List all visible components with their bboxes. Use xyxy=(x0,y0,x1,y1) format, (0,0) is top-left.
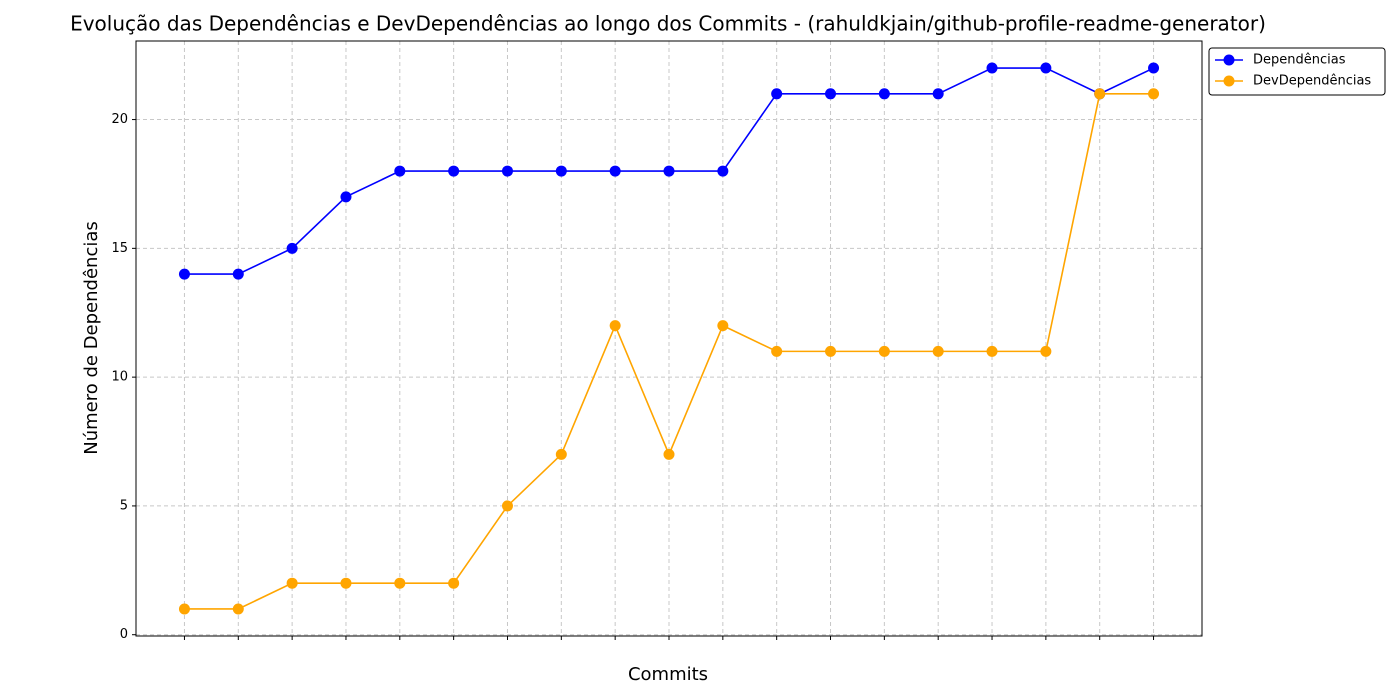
data-point xyxy=(771,88,783,100)
data-point xyxy=(232,603,244,615)
plot-frame xyxy=(135,40,1203,637)
legend-label: Dependências xyxy=(1253,53,1346,68)
y-tick-label: 10 xyxy=(111,370,128,385)
data-point xyxy=(1040,62,1052,74)
data-point xyxy=(286,242,298,254)
data-point xyxy=(609,165,621,177)
data-point xyxy=(825,88,837,100)
data-point xyxy=(771,345,783,357)
data-point xyxy=(501,500,513,512)
data-point xyxy=(932,345,944,357)
data-point xyxy=(394,165,406,177)
data-point xyxy=(609,320,621,332)
data-point xyxy=(878,88,890,100)
legend-marker xyxy=(1223,54,1235,66)
data-point xyxy=(1040,345,1052,357)
data-point xyxy=(663,448,675,460)
data-point xyxy=(717,165,729,177)
data-point xyxy=(394,577,406,589)
data-point xyxy=(986,345,998,357)
data-point xyxy=(340,191,352,203)
y-tick-label: 20 xyxy=(111,112,128,127)
legend-marker xyxy=(1223,75,1235,87)
data-point xyxy=(178,603,190,615)
data-point xyxy=(448,577,460,589)
data-point xyxy=(717,320,729,332)
data-point xyxy=(932,88,944,100)
data-point xyxy=(1148,62,1160,74)
data-point xyxy=(448,165,460,177)
data-point xyxy=(1094,88,1106,100)
data-point xyxy=(555,448,567,460)
data-point xyxy=(825,345,837,357)
data-point xyxy=(555,165,567,177)
y-axis-label: Número de Dependências xyxy=(81,221,102,455)
legend: Dependências DevDependências xyxy=(1208,47,1386,96)
x-axis-label: Commits xyxy=(628,664,708,685)
data-point xyxy=(986,62,998,74)
data-point xyxy=(232,268,244,280)
data-point xyxy=(663,165,675,177)
data-point xyxy=(501,165,513,177)
legend-frame xyxy=(1208,47,1386,96)
data-point xyxy=(340,577,352,589)
data-point xyxy=(178,268,190,280)
y-tick-label: 0 xyxy=(120,627,128,642)
data-point xyxy=(286,577,298,589)
data-point xyxy=(1148,88,1160,100)
legend-label: DevDependências xyxy=(1253,74,1371,89)
data-point xyxy=(878,345,890,357)
chart-title: Evolução das Dependências e DevDependênc… xyxy=(70,12,1266,36)
y-tick-label: 5 xyxy=(120,498,128,513)
y-tick-label: 15 xyxy=(111,241,128,256)
